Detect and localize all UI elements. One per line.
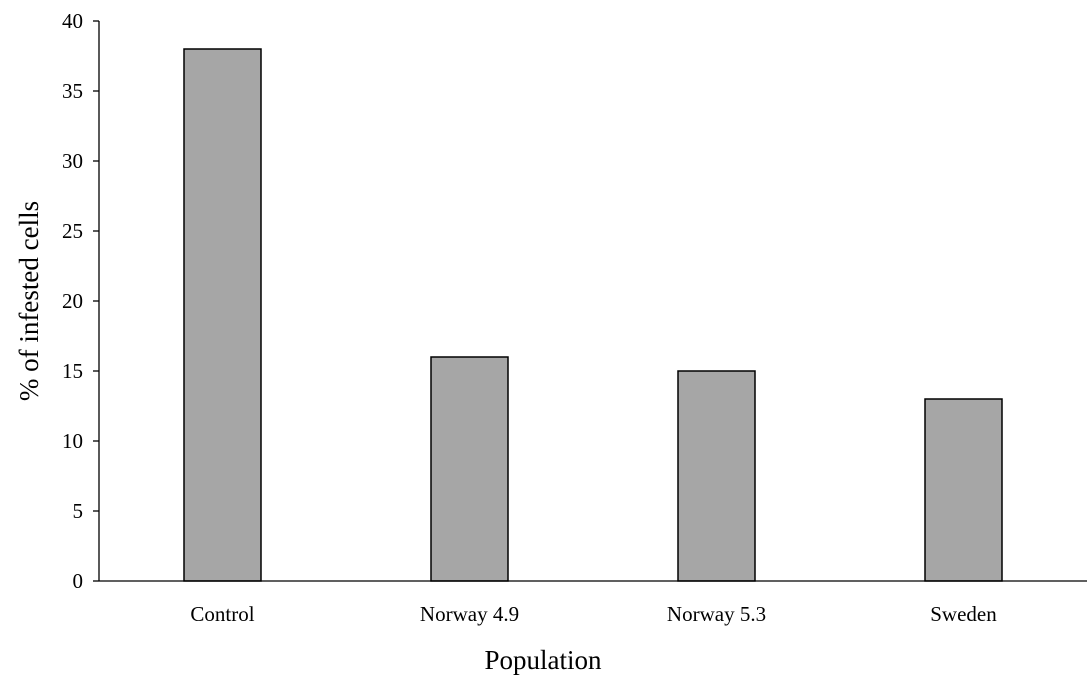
y-tick-label: 20 (62, 289, 83, 313)
x-tick-label: Control (190, 602, 254, 626)
y-tick-label: 15 (62, 359, 83, 383)
y-axis-ticks: 0 5 10 15 20 25 30 35 40 (62, 9, 99, 593)
y-tick-label: 5 (73, 499, 84, 523)
x-tick-label: Norway 4.9 (420, 602, 519, 626)
bar-norway-4-9 (430, 356, 509, 582)
bar-norway-5-3 (677, 370, 756, 582)
y-tick-label: 0 (73, 569, 84, 593)
y-tick-label: 40 (62, 9, 83, 33)
y-tick-label: 30 (62, 149, 83, 173)
x-tick-label: Sweden (930, 602, 997, 626)
y-tick-label: 25 (62, 219, 83, 243)
bar-sweden (924, 398, 1003, 582)
x-axis-title: Population (484, 645, 602, 675)
y-axis-title: % of infested cells (14, 201, 44, 401)
x-axis-ticks: Control Norway 4.9 Norway 5.3 Sweden (190, 602, 997, 626)
bar-control (183, 48, 262, 582)
y-tick-label: 10 (62, 429, 83, 453)
x-tick-label: Norway 5.3 (667, 602, 766, 626)
bars-group (183, 48, 1003, 582)
y-tick-label: 35 (62, 79, 83, 103)
